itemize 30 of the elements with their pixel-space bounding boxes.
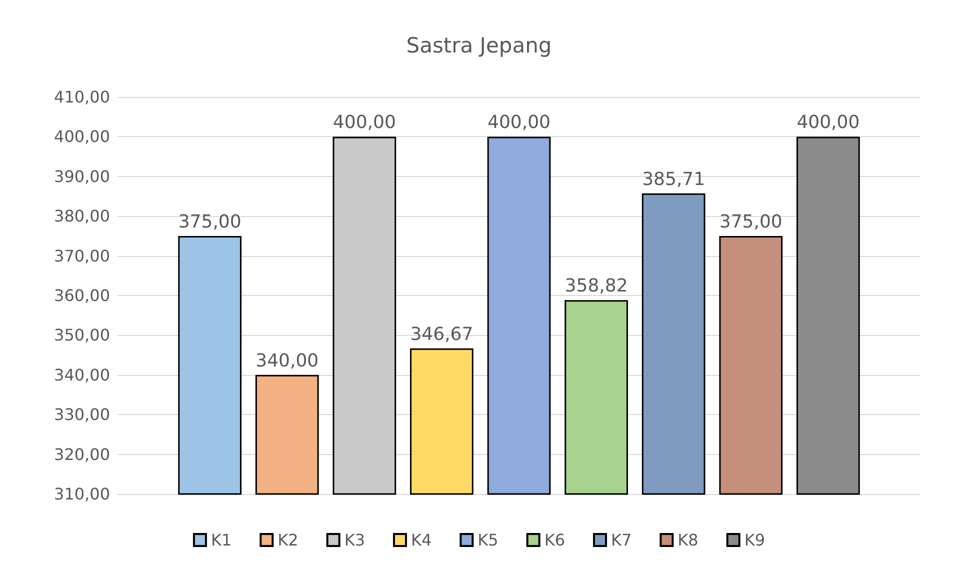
y-tick-label: 410,00 — [54, 88, 110, 106]
data-label: 375,00 — [178, 211, 242, 232]
y-tick-label: 370,00 — [54, 246, 110, 266]
legend-label: K2 — [278, 530, 298, 550]
data-label: 400,00 — [488, 112, 550, 134]
y-tick-label: 400,00 — [54, 127, 110, 146]
legend-label: K7 — [611, 530, 632, 550]
legend-label: K3 — [344, 530, 365, 550]
legend-label: K6 — [544, 530, 566, 550]
y-tick-label: 380,00 — [54, 206, 110, 226]
data-label: 385,71 — [642, 168, 706, 190]
data-label: 400,00 — [796, 112, 860, 134]
y-tick-label: 310,00 — [54, 484, 110, 504]
y-tick-label: 360,00 — [54, 286, 110, 305]
legend-label: K9 — [744, 530, 766, 550]
legend-label: K1 — [210, 530, 232, 550]
y-tick-label: 320,00 — [54, 444, 110, 464]
data-label: 340,00 — [256, 350, 319, 372]
legend-label: K4 — [410, 530, 432, 550]
y-tick-label: 330,00 — [54, 405, 110, 424]
y-tick-label: 390,00 — [54, 166, 110, 186]
data-label: 346,67 — [410, 324, 474, 345]
y-tick-label: 350,00 — [54, 326, 110, 345]
y-tick-label: 340,00 — [54, 365, 110, 384]
data-label: 400,00 — [332, 112, 396, 134]
data-label: 375,00 — [719, 211, 782, 232]
data-label: 358,82 — [564, 276, 628, 297]
legend-label: K5 — [478, 530, 498, 550]
chart-title: Sastra Jepang — [406, 34, 552, 58]
legend-label: K8 — [678, 530, 698, 550]
